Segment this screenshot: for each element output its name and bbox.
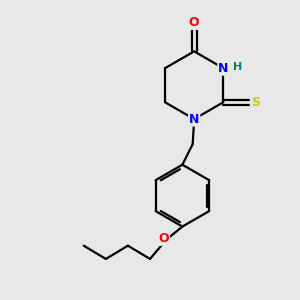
Text: O: O: [158, 232, 169, 245]
Text: N: N: [218, 62, 229, 75]
Text: O: O: [189, 16, 200, 29]
Text: S: S: [251, 96, 260, 109]
Text: N: N: [189, 112, 200, 126]
Text: H: H: [233, 62, 242, 72]
